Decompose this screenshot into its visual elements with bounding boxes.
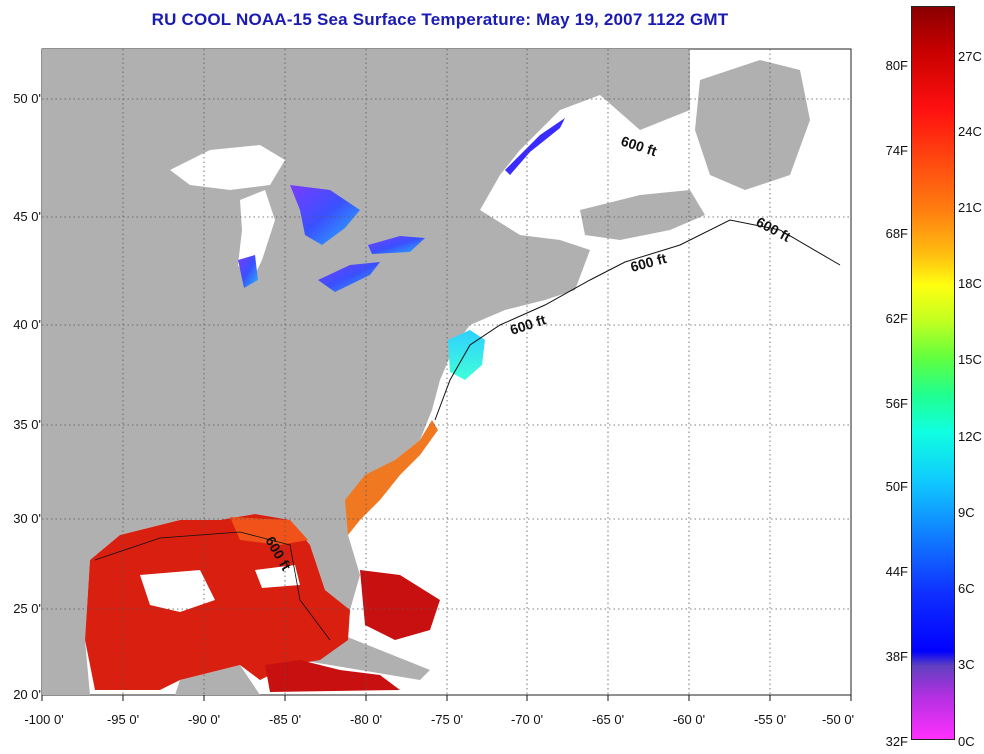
gulf-northern-warm (230, 517, 308, 545)
land-newfoundland (695, 60, 810, 190)
colorbar-f-label: 80F (885, 58, 908, 73)
lake-michigan-sst (238, 255, 258, 288)
colorbar-f-label: 32F (885, 734, 908, 749)
lon-label: -85 0' (268, 712, 302, 727)
temperature-colorbar (911, 6, 955, 740)
isobath-600ft (434, 219, 841, 421)
axis-ticks (41, 695, 852, 701)
lat-label: 25 0' (13, 601, 41, 616)
lon-label: -50 0' (821, 712, 855, 727)
bahamas-sst-warm (360, 570, 440, 640)
lon-label: -60 0' (672, 712, 706, 727)
colorbar-c-label: 27C (958, 49, 982, 64)
colorbar-c-label: 9C (958, 505, 975, 520)
lake-ontario-sst (368, 236, 425, 254)
colorbar-f-label: 38F (885, 649, 908, 664)
st-lawrence-sst (505, 118, 565, 175)
lon-label: -70 0' (510, 712, 544, 727)
colorbar-c-label: 15C (958, 352, 982, 367)
lake-superior (170, 145, 285, 190)
colorbar-f-label: 74F (885, 143, 908, 158)
colorbar-c-label: 12C (958, 429, 982, 444)
colorbar-f-label: 56F (885, 396, 908, 411)
gulf-cloud-patch (140, 570, 215, 612)
colorbar-f-label: 44F (885, 564, 908, 579)
lon-label: -100 0' (24, 712, 64, 727)
lon-label: -55 0' (753, 712, 787, 727)
lake-erie-sst (318, 262, 380, 292)
gulf-cloud-patch-east (255, 565, 300, 588)
land-yucatan (175, 665, 260, 695)
lon-label: -90 0' (187, 712, 221, 727)
colorbar-c-label: 6C (958, 581, 975, 596)
colorbar-f-label: 68F (885, 226, 908, 241)
lat-label: 20 0' (13, 687, 41, 702)
coast-sst-warm (345, 420, 438, 535)
lake-huron-sst (290, 185, 360, 245)
lat-label: 30 0' (13, 511, 41, 526)
colorbar-f-label: 50F (885, 479, 908, 494)
colorbar-c-label: 18C (958, 276, 982, 291)
lat-label: 45 0' (13, 209, 41, 224)
lon-label: -95 0' (106, 712, 140, 727)
land-nova-scotia (580, 190, 705, 240)
colorbar-c-label: 3C (958, 657, 975, 672)
colorbar-c-label: 24C (958, 124, 982, 139)
isobath-600ft-gulf (94, 531, 331, 641)
colorbar-f-label: 62F (885, 311, 908, 326)
lon-label: -80 0' (349, 712, 383, 727)
colorbar-c-label: 21C (958, 200, 982, 215)
lon-label: -75 0' (430, 712, 464, 727)
map-title: RU COOL NOAA-15 Sea Surface Temperature:… (151, 10, 729, 29)
colorbar-c-label: 0C (958, 734, 975, 749)
land-north-america (42, 49, 690, 695)
lat-label: 40 0' (13, 317, 41, 332)
lon-label: -65 0' (591, 712, 625, 727)
lat-label: 50 0' (13, 91, 41, 106)
lat-label: 35 0' (13, 417, 41, 432)
gulf-sst-warm (85, 514, 350, 690)
